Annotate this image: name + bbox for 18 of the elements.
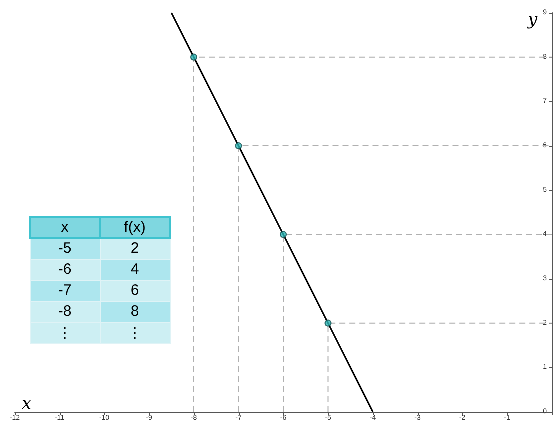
annotation: 8 — [100, 301, 170, 322]
annotation: x — [30, 217, 100, 238]
annotation: 4 — [100, 259, 170, 280]
point — [324, 320, 332, 327]
y-axis-title: y — [528, 10, 538, 30]
point — [235, 142, 242, 150]
x-axis-title: x — [22, 394, 32, 414]
annotation: -7 — [30, 280, 100, 301]
annotation: -5 — [30, 238, 100, 259]
annotation: 2 — [100, 238, 170, 259]
point — [280, 231, 287, 238]
annotation: -6 — [30, 259, 100, 280]
annotation: ⋮ — [30, 322, 100, 343]
annotation: -8 — [30, 301, 100, 322]
point — [190, 54, 198, 61]
annotation: ⋮ — [100, 322, 170, 343]
annotation: f(x) — [100, 217, 170, 238]
annotation: 6 — [100, 280, 170, 301]
